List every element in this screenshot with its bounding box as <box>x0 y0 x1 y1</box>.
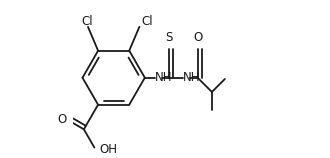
Text: O: O <box>193 31 202 44</box>
Text: S: S <box>165 31 172 44</box>
Text: O: O <box>58 113 67 126</box>
Text: Cl: Cl <box>141 15 153 28</box>
Text: Cl: Cl <box>81 15 93 28</box>
Text: NH: NH <box>183 71 201 84</box>
Text: OH: OH <box>99 143 117 156</box>
Text: NH: NH <box>155 71 173 84</box>
